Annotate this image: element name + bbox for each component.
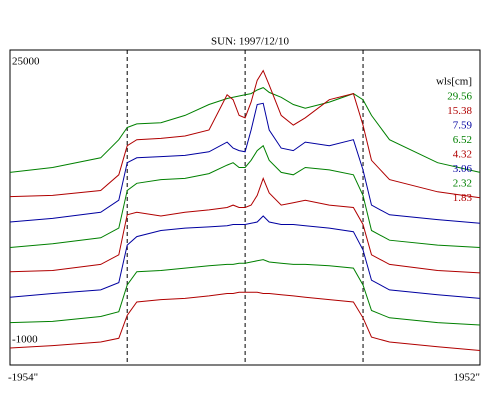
series-line — [9, 87, 481, 173]
series-line — [9, 291, 481, 351]
y-tick-label: 25000 — [12, 56, 40, 68]
chart-title: SUN: 1997/12/10 — [211, 36, 289, 48]
legend-title: wls[cm] — [436, 76, 472, 88]
series-line — [9, 102, 481, 224]
x-tick-label: 1952" — [454, 372, 481, 384]
series-line — [9, 259, 481, 326]
legend-entry: 1.83 — [453, 192, 473, 204]
y-tick-label: -1000 — [12, 334, 38, 346]
x-tick-label: -1954" — [8, 372, 38, 384]
series-line — [9, 69, 481, 199]
legend-entry: 6.52 — [453, 134, 472, 146]
legend-entry: 3.06 — [453, 163, 473, 175]
legend-entry: 29.56 — [447, 91, 472, 103]
series-line — [9, 144, 481, 248]
legend-entry: 2.32 — [453, 178, 472, 190]
legend-entry: 7.59 — [453, 120, 473, 132]
series-line — [9, 176, 481, 274]
series-line — [9, 215, 481, 299]
legend-entry: 4.32 — [453, 149, 472, 161]
legend-entry: 15.38 — [447, 105, 472, 117]
